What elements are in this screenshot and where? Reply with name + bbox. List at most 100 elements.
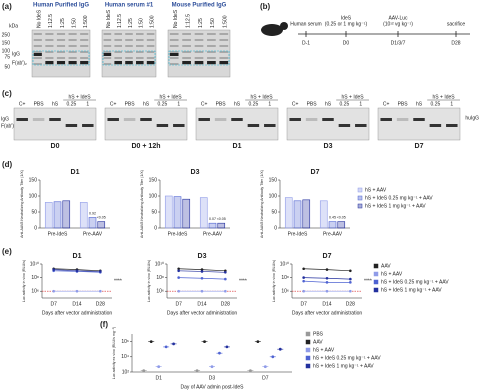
gel-band: [80, 51, 89, 53]
lane-label: C+: [201, 101, 208, 107]
bar: [79, 202, 88, 229]
legend-label: AAV: [313, 339, 323, 345]
gel-band: [207, 39, 216, 41]
point: [325, 281, 329, 284]
dot: [271, 355, 275, 359]
step-label: IdeS: [341, 15, 352, 21]
gel-caption: D0 + 12h: [132, 143, 161, 150]
y-tick-label: 10²: [122, 369, 130, 375]
gel-band: [107, 118, 119, 121]
x-tick-label: D28: [346, 301, 355, 307]
lane-label: 0.25: [67, 101, 77, 107]
lane-label: No IdeS: [173, 9, 179, 28]
legend-swatch: [373, 287, 379, 293]
bar: [208, 222, 217, 229]
gel-band: [413, 118, 425, 121]
gel-band: [136, 33, 144, 35]
x-tick-label: D1: [155, 375, 162, 381]
gel-band: [182, 39, 191, 41]
point: [325, 276, 329, 280]
x-tick-label: D28: [221, 301, 230, 307]
chart-title: D7: [323, 253, 332, 260]
gel-caption: D1: [233, 143, 242, 150]
legend-swatch: [373, 279, 379, 285]
gel-band: [140, 118, 152, 121]
x-tick-label: Pre-IdeS: [48, 231, 68, 237]
bar: [44, 202, 53, 229]
legend-label: hS + IdeS 0.25 mg kg⁻¹ + AAV: [381, 279, 449, 285]
side-label: IgG: [1, 116, 9, 122]
lane-group: hS + IdeS: [160, 94, 183, 100]
lane-label: PBS: [216, 101, 227, 107]
gel-band: [114, 61, 122, 64]
point: [99, 270, 102, 273]
legend-swatch: [373, 263, 379, 269]
dot: [164, 345, 168, 349]
gel-band: [355, 124, 367, 127]
gel-band: [136, 57, 144, 59]
gel-band: [125, 57, 133, 59]
bar: [97, 221, 106, 229]
panel-label: (c): [2, 89, 12, 98]
bar: [328, 221, 337, 229]
gel-band: [114, 57, 122, 59]
legend-label: hS + AAV: [381, 271, 403, 277]
y-tick-label: 10⁶: [281, 289, 289, 295]
gel-band: [56, 39, 66, 41]
gel-band: [80, 33, 89, 35]
gel-band: [103, 57, 112, 59]
gel-band: [219, 33, 229, 35]
kda-unit: kDa: [9, 23, 18, 29]
point: [325, 289, 329, 293]
gel-band: [45, 45, 54, 47]
legend-swatch: [357, 187, 363, 193]
p-value: 0.07: [209, 217, 216, 221]
dot: [218, 351, 221, 355]
mouse-head: [280, 22, 288, 30]
kda-label: 50: [4, 64, 10, 70]
x-tick-label: Pre-AAV: [83, 231, 103, 237]
gel-band: [136, 51, 144, 53]
lane-label: 1:500: [223, 15, 229, 28]
lane-label: No IdeS: [37, 9, 43, 28]
x-tick-label: D7: [50, 301, 57, 307]
gel-band: [219, 45, 229, 47]
y-tick-label: 100: [269, 193, 278, 199]
gel-band: [156, 124, 169, 127]
gel-caption: D0: [51, 143, 60, 150]
legend-label: hS + IdeS 0.25 mg kg⁻¹ + AAV: [313, 355, 381, 361]
kda-label: 100: [2, 48, 11, 54]
lane-label: 1: [268, 101, 271, 107]
bar: [217, 222, 226, 229]
gel-band: [68, 39, 77, 41]
gel-band: [136, 39, 144, 41]
legend-swatch: [373, 271, 379, 277]
gel-band: [125, 61, 133, 64]
y-tick-label: 150: [29, 177, 38, 183]
panel-label: (b): [260, 2, 271, 11]
gel-band: [207, 45, 216, 47]
y-tick-label: 10¹⁰: [280, 261, 289, 267]
legend-swatch: [305, 331, 311, 337]
gel-title: Mouse Purified IgG: [172, 3, 227, 9]
gel: [377, 107, 461, 141]
highlight-box: [32, 50, 90, 66]
step-label: AAV-Luc: [388, 15, 408, 21]
gel-band: [231, 118, 243, 121]
gel-band: [45, 51, 54, 53]
legend-label: hS + AAV: [313, 347, 335, 353]
gel-band: [68, 61, 77, 64]
dot: [149, 340, 153, 343]
dot: [142, 369, 146, 373]
lane-label: C+: [19, 101, 26, 107]
gel-band: [194, 45, 204, 47]
x-axis-label: Days after vector administration: [167, 310, 238, 316]
x-tick-label: D14: [197, 301, 206, 307]
gel-band: [219, 57, 229, 59]
gel-band: [68, 45, 77, 47]
dot: [256, 340, 260, 343]
lane-label: 1:500: [83, 15, 89, 28]
legend-label: PBS: [313, 331, 324, 337]
p-value: 0.45: [329, 216, 336, 220]
y-tick-label: 10⁶: [156, 289, 164, 295]
